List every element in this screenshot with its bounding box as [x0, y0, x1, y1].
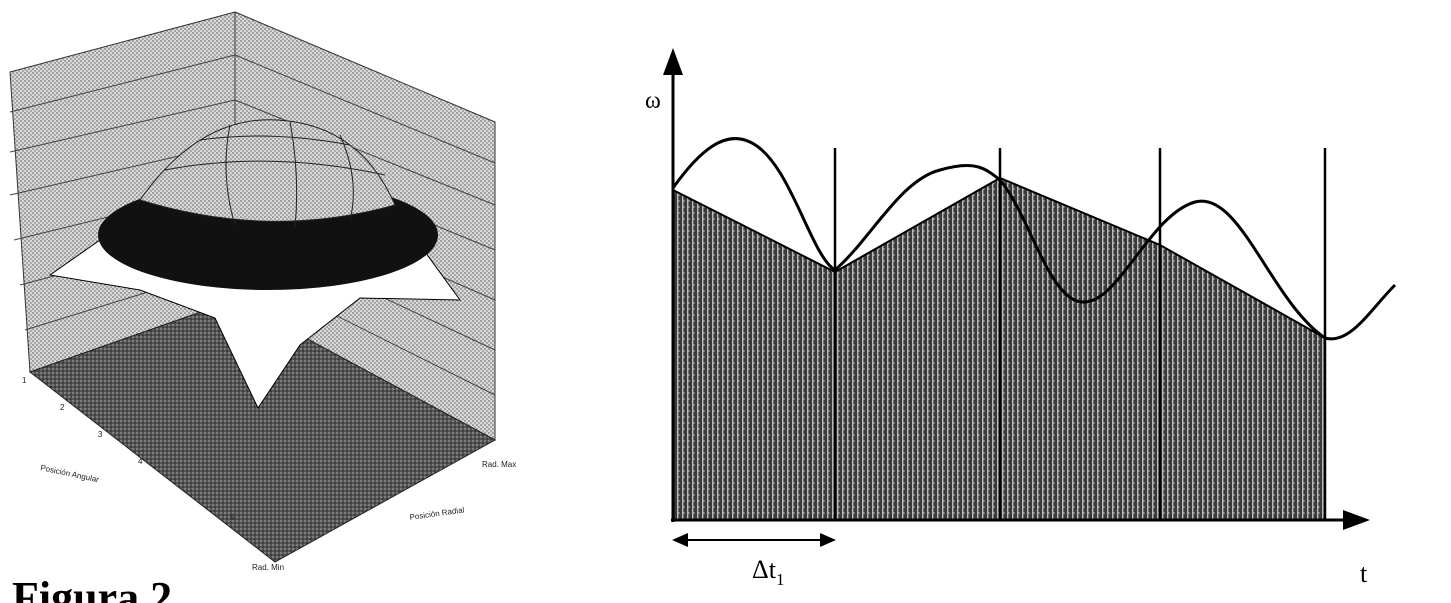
tick-label: 3 — [98, 430, 103, 439]
x-arrow — [1343, 510, 1370, 530]
arrow-head — [820, 533, 836, 547]
radial-label: Rad. Min — [252, 563, 284, 572]
tick-label: 2 — [60, 403, 65, 412]
surface-plot: 1 2 3 4 5 Posición Angular Posición Radi… — [9, 11, 516, 572]
radial-label: Rad. Max — [482, 460, 516, 469]
arrow-head — [672, 533, 688, 547]
tick-label: 4 — [138, 457, 143, 466]
interval-label: Δt1 — [752, 555, 784, 589]
y-arrow — [663, 48, 683, 75]
interval-lines — [833, 148, 1327, 520]
interval-text: Δt — [752, 555, 777, 584]
axis-label: Posición Angular — [40, 463, 100, 484]
dome-mesh — [164, 121, 386, 229]
interval-subscript: 1 — [776, 570, 785, 589]
floor — [28, 299, 497, 563]
tick-label: 5 — [230, 513, 235, 522]
tick-label: 1 — [22, 376, 27, 385]
surface-dome — [139, 119, 396, 222]
axis-label: Posición Radial — [409, 505, 465, 522]
angular-ticks: 1 2 3 4 5 — [22, 376, 235, 522]
x-label: t — [1360, 559, 1368, 588]
y-label: ω — [645, 88, 661, 114]
omega-curve — [671, 137, 1397, 341]
timing-diagram: ω t Δt1 — [645, 48, 1397, 589]
caption: Figura 2. — [12, 573, 183, 603]
